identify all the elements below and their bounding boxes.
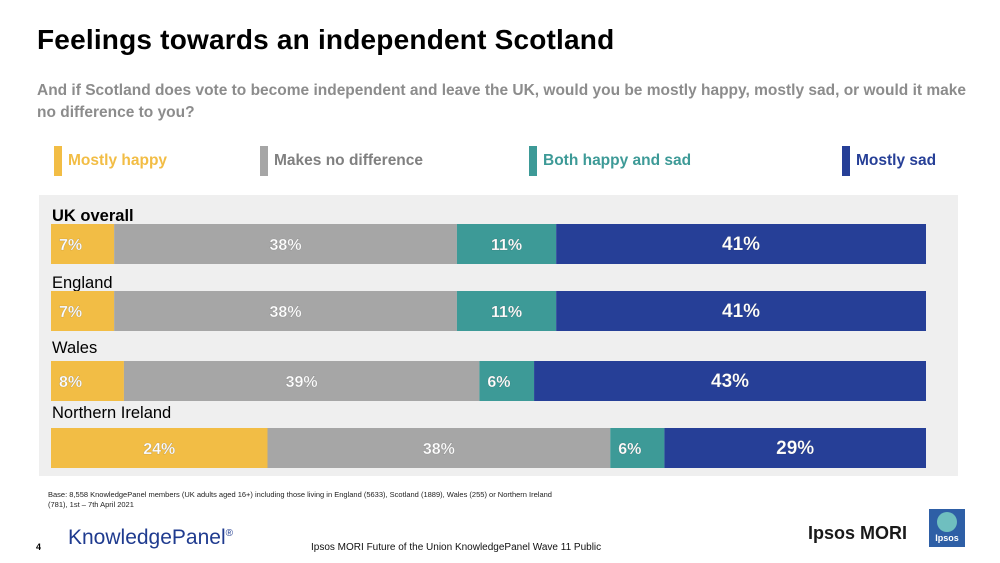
bar-northern-ireland-mostly-sad <box>664 428 926 468</box>
bar-uk-overall-mostly-sad <box>556 224 926 264</box>
category-label-northern-ireland: Northern Ireland <box>52 404 171 422</box>
stacked-bar-chart: UK overall 7% 38% 11% 41% England 7% 38% 11% 41% W… <box>51 207 926 468</box>
bar-wales-mostly-sad <box>534 361 926 401</box>
legend-swatch-mostly-happy <box>54 146 62 176</box>
bar-northern-ireland-makes-no-difference <box>267 428 611 468</box>
legend-item-mostly-sad: Mostly sad <box>842 146 936 176</box>
data-label-northern-ireland-mostly-sad: 29% <box>776 438 814 459</box>
data-label-uk-overall-mostly-sad: 41% <box>722 234 760 255</box>
bar-england-both-happy-and-sad <box>456 291 557 331</box>
data-label-wales-both-happy-and-sad: 6% <box>487 374 510 391</box>
legend-swatch-both-happy-and-sad <box>529 146 537 176</box>
data-label-england-makes-no-difference: 38% <box>270 304 302 321</box>
bar-wales-both-happy-and-sad <box>479 361 535 401</box>
category-label-wales: Wales <box>52 339 97 357</box>
bar-northern-ireland-both-happy-and-sad <box>610 428 665 468</box>
data-label-northern-ireland-makes-no-difference: 38% <box>423 441 455 458</box>
legend-swatch-mostly-sad <box>842 146 850 176</box>
legend-swatch-makes-no-difference <box>260 146 268 176</box>
registered-mark: ® <box>225 528 233 539</box>
legend-label-mostly-happy: Mostly happy <box>68 152 168 169</box>
data-label-uk-overall-mostly-happy: 7% <box>59 237 82 254</box>
legend-label-both-happy-and-sad: Both happy and sad <box>543 152 692 169</box>
bar-northern-ireland-mostly-happy <box>51 428 268 468</box>
legend-label-mostly-sad: Mostly sad <box>856 152 937 169</box>
data-label-wales-mostly-happy: 8% <box>59 374 82 391</box>
chart-panel: UK overall 7% 38% 11% 41% England 7% 38% 11% 41% W… <box>39 195 958 476</box>
survey-question: And if Scotland does vote to become inde… <box>37 82 966 121</box>
ipsos-badge-text: Ipsos <box>935 533 959 543</box>
legend-item-makes-no-difference: Makes no difference <box>260 146 423 176</box>
page-number: 4 <box>36 542 42 552</box>
ipsos-mori-logo: Ipsos MORI <box>808 523 908 543</box>
bar-uk-overall-mostly-happy <box>51 224 115 264</box>
bar-wales-mostly-happy <box>51 361 124 401</box>
data-label-northern-ireland-mostly-happy: 24% <box>143 441 175 458</box>
bar-wales-makes-no-difference <box>123 361 480 401</box>
data-label-wales-mostly-sad: 43% <box>711 371 749 392</box>
base-footnote: Base: 8,558 KnowledgePanel members (UK a… <box>48 490 552 509</box>
data-label-england-mostly-happy: 7% <box>59 304 82 321</box>
bar-england-mostly-happy <box>51 291 115 331</box>
data-label-uk-overall-makes-no-difference: 38% <box>270 237 302 254</box>
data-label-northern-ireland-both-happy-and-sad: 6% <box>618 441 641 458</box>
ipsos-badge-circle <box>937 512 957 532</box>
footer-source: Ipsos MORI Future of the Union Knowledge… <box>311 542 602 553</box>
data-label-england-mostly-sad: 41% <box>722 301 760 322</box>
ipsos-badge-icon: Ipsos <box>929 509 965 547</box>
category-label-england: England <box>52 274 113 292</box>
bar-england-mostly-sad <box>556 291 926 331</box>
bar-uk-overall-both-happy-and-sad <box>456 224 557 264</box>
category-label-uk-overall: UK overall <box>52 207 134 225</box>
slide-title: Feelings towards an independent Scotland <box>37 24 615 55</box>
data-label-uk-overall-both-happy-and-sad: 11% <box>491 237 522 254</box>
legend-item-both-happy-and-sad: Both happy and sad <box>529 146 691 176</box>
bar-england-makes-no-difference <box>114 291 457 331</box>
legend-item-mostly-happy: Mostly happy <box>54 146 167 176</box>
data-label-wales-makes-no-difference: 39% <box>286 374 318 391</box>
legend-label-makes-no-difference: Makes no difference <box>274 152 424 169</box>
data-label-england-both-happy-and-sad: 11% <box>491 304 522 321</box>
knowledgepanel-logo: KnowledgePanel® <box>68 526 233 550</box>
bar-uk-overall-makes-no-difference <box>114 224 457 264</box>
knowledgepanel-logo-text: KnowledgePanel <box>68 526 226 549</box>
